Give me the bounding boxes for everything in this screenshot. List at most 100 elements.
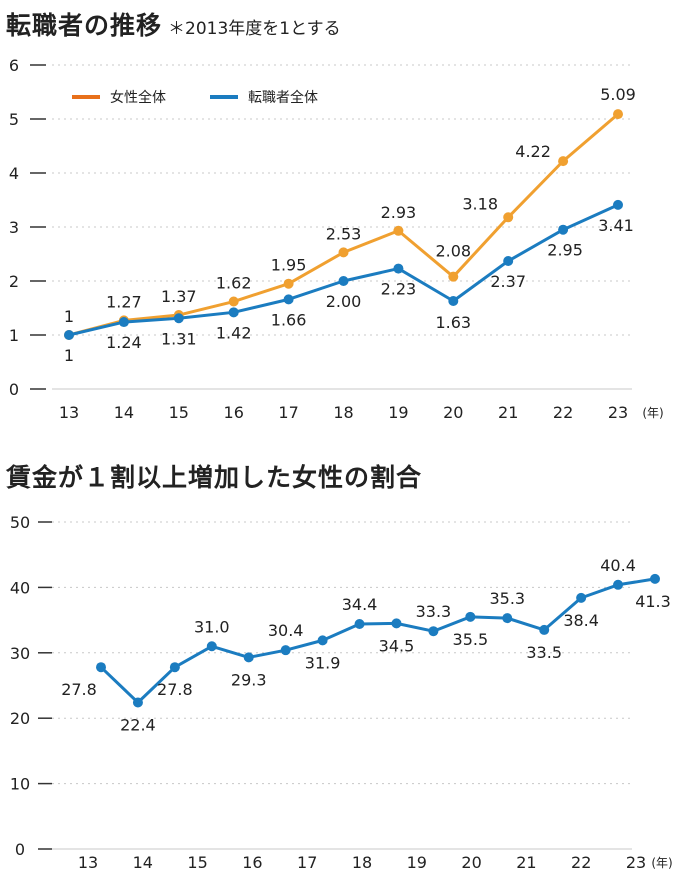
data-point-1-3 — [228, 307, 239, 318]
data-point-1-6 — [393, 263, 404, 274]
c2-data-label-3: 31.0 — [194, 617, 230, 636]
c2-data-point-5 — [280, 645, 291, 656]
legend-label-0: 女性全体 — [110, 89, 166, 106]
c2-y-tick-label-50: 50 — [10, 513, 30, 532]
c2-data-point-10 — [465, 611, 476, 622]
data-label-0-2: 1.37 — [161, 287, 197, 306]
data-point-0-5 — [338, 247, 349, 258]
x-tick-label-22: 22 — [553, 403, 573, 422]
y-tick-label-6: 6 — [9, 56, 19, 75]
c2-data-point-9 — [428, 626, 439, 637]
c2-x-tick-label-15: 15 — [187, 853, 207, 872]
c2-data-label-7: 34.4 — [342, 595, 378, 614]
y-tick-label-4: 4 — [9, 164, 19, 183]
data-label-1-3: 1.42 — [216, 323, 252, 342]
data-label-0-7: 2.08 — [435, 242, 471, 261]
c2-data-label-13: 38.4 — [563, 611, 599, 630]
c2-y-tick-label-40: 40 — [10, 578, 30, 597]
data-point-1-9 — [558, 224, 569, 235]
c2-data-label-15: 41.3 — [635, 592, 671, 611]
data-point-0-3 — [228, 296, 239, 307]
data-point-1-0 — [64, 330, 74, 340]
data-label-1-0: 1 — [64, 346, 74, 365]
c2-data-point-11 — [502, 613, 513, 624]
y-tick-label-3: 3 — [9, 218, 19, 237]
c2-x-tick-label-21: 21 — [516, 853, 536, 872]
data-label-1-1: 1.24 — [106, 333, 142, 352]
c2-x-tick-label-20: 20 — [461, 853, 481, 872]
c2-data-label-11: 35.3 — [489, 589, 525, 608]
x-tick-label-16: 16 — [224, 403, 244, 422]
data-point-0-8 — [503, 212, 514, 223]
c2-data-label-10: 35.5 — [453, 630, 489, 649]
c2-x-tick-label-18: 18 — [352, 853, 372, 872]
data-point-0-9 — [558, 156, 569, 167]
x-tick-label-19: 19 — [388, 403, 408, 422]
c2-data-point-6 — [317, 635, 328, 646]
y-tick-label-0: 0 — [9, 380, 19, 399]
c2-x-tick-label-19: 19 — [407, 853, 427, 872]
x-tick-label-20: 20 — [443, 403, 463, 422]
c2-data-point-15 — [650, 573, 660, 584]
x-tick-label-21: 21 — [498, 403, 518, 422]
chart1-title-text: 転職者の推移 — [6, 11, 163, 40]
c2-data-point-1 — [132, 697, 143, 708]
x-axis-unit: (年) — [642, 406, 663, 420]
c2-data-point-8 — [391, 618, 402, 629]
c2-data-point-13 — [576, 592, 587, 603]
c2-data-label-2: 27.8 — [157, 680, 193, 699]
c2-x-tick-label-13: 13 — [78, 853, 98, 872]
data-label-0-8: 3.18 — [462, 194, 498, 213]
data-label-0-1: 1.27 — [106, 292, 142, 311]
c2-data-point-0 — [96, 662, 106, 673]
chart2-title: 賃金が１割以上増加した女性の割合 — [6, 458, 422, 494]
c2-x-tick-label-23: 23 — [626, 853, 646, 872]
data-label-1-9: 2.95 — [547, 241, 583, 260]
c2-y-tick-label-0: 0 — [15, 840, 25, 859]
data-label-1-2: 1.31 — [161, 329, 197, 348]
data-label-1-4: 1.66 — [271, 310, 307, 329]
data-label-0-10: 5.09 — [600, 85, 636, 104]
x-tick-label-13: 13 — [59, 403, 79, 422]
data-label-1-6: 2.23 — [381, 280, 417, 299]
data-label-1-5: 2.00 — [326, 292, 362, 311]
data-point-1-8 — [503, 256, 514, 267]
y-tick-label-1: 1 — [9, 326, 19, 345]
data-label-1-10: 3.41 — [598, 216, 634, 235]
x-tick-label-23: 23 — [608, 403, 628, 422]
data-label-1-8: 2.37 — [490, 272, 526, 291]
data-point-1-2 — [173, 313, 184, 324]
c2-data-label-9: 33.3 — [416, 602, 452, 621]
x-tick-label-18: 18 — [333, 403, 353, 422]
c2-x-tick-label-14: 14 — [133, 853, 153, 872]
c2-data-label-8: 34.5 — [379, 636, 415, 655]
c2-y-tick-label-30: 30 — [10, 644, 30, 663]
data-point-1-10 — [613, 199, 623, 210]
c2-data-point-2 — [169, 662, 180, 673]
data-point-0-7 — [448, 271, 459, 282]
c2-data-point-3 — [206, 641, 217, 652]
data-label-0-4: 1.95 — [271, 256, 307, 275]
data-point-1-4 — [283, 294, 294, 305]
data-label-0-3: 1.62 — [216, 274, 252, 293]
c2-data-label-4: 29.3 — [231, 670, 267, 689]
c2-data-label-0: 27.8 — [61, 680, 97, 699]
data-label-0-6: 2.93 — [381, 203, 417, 222]
data-label-1-7: 1.63 — [435, 313, 471, 332]
c2-data-point-7 — [354, 619, 365, 630]
c2-data-label-5: 30.4 — [268, 621, 304, 640]
legend-label-1: 転職者全体 — [248, 89, 318, 106]
data-label-0-5: 2.53 — [326, 224, 362, 243]
y-tick-label-5: 5 — [9, 110, 19, 129]
chart2-title-text: 賃金が１割以上増加した女性の割合 — [6, 463, 423, 492]
y-tick-label-2: 2 — [9, 272, 19, 291]
c2-series-line — [99, 577, 656, 705]
x-tick-label-17: 17 — [278, 403, 298, 422]
c2-data-point-4 — [243, 652, 254, 663]
c2-y-tick-label-10: 10 — [10, 775, 30, 794]
chart1-note: ＊2013年度を1とする — [168, 19, 341, 39]
c2-data-label-14: 40.4 — [600, 556, 636, 575]
data-label-0-0: 1 — [64, 307, 74, 326]
